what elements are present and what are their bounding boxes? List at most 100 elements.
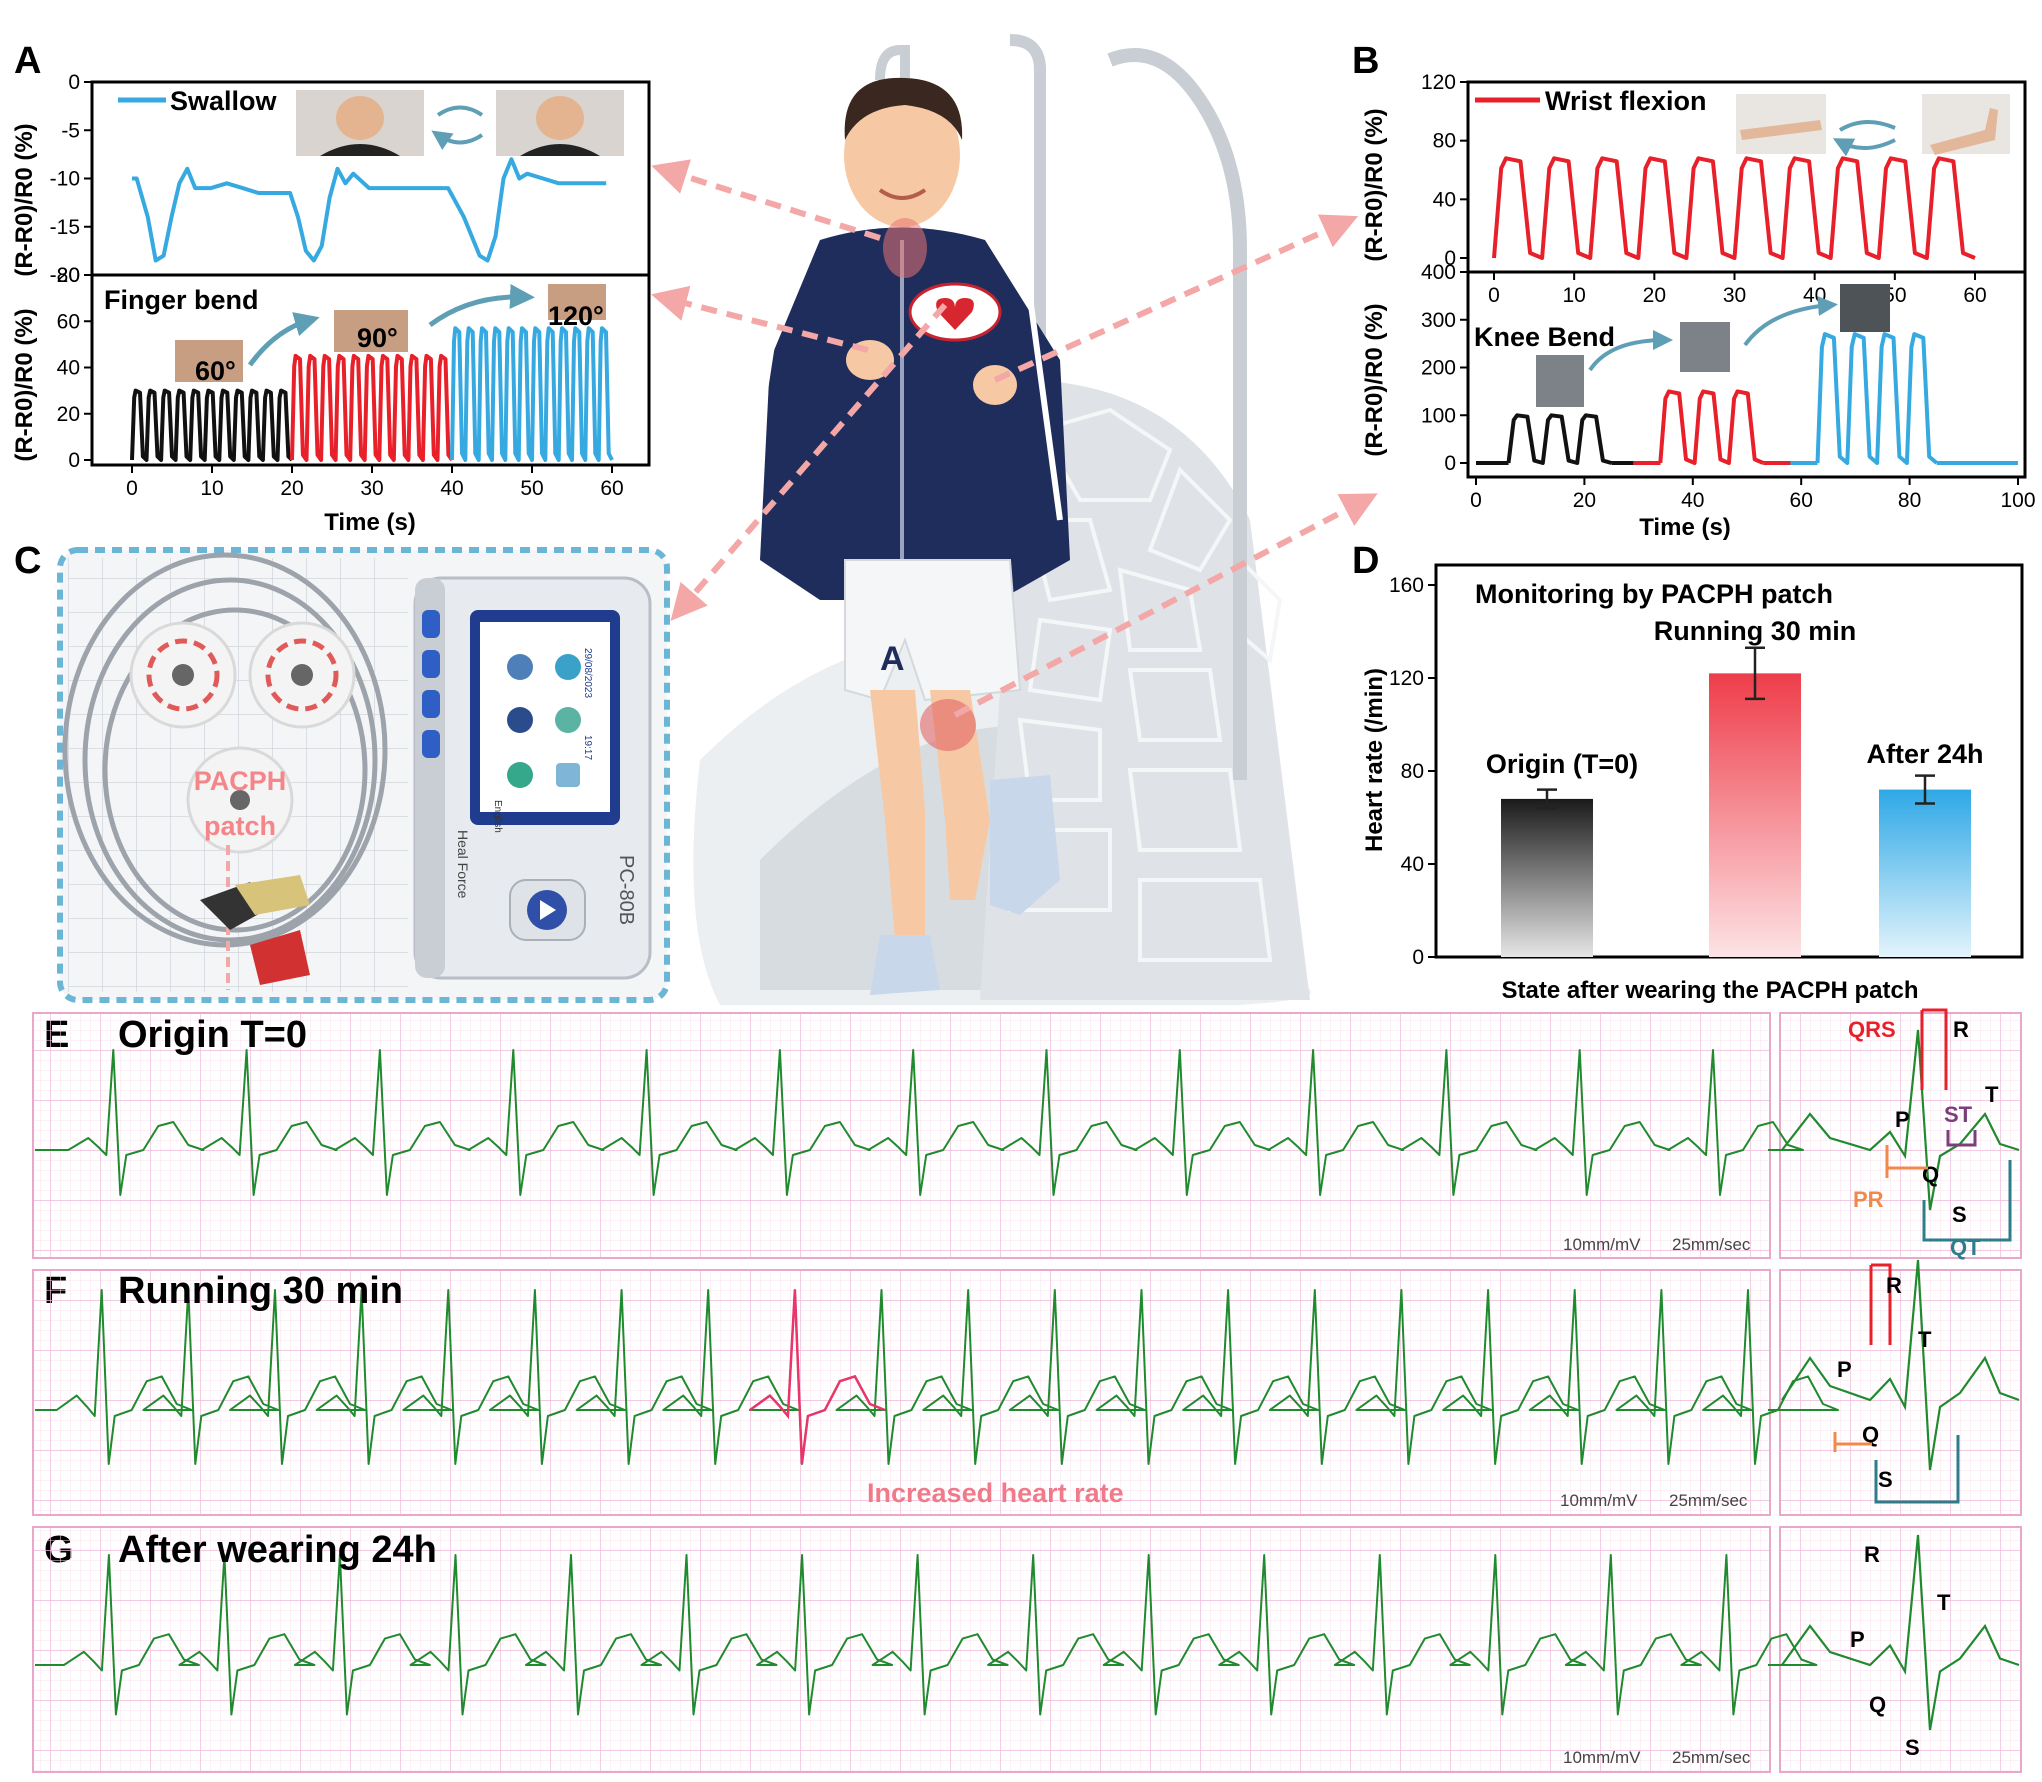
y-tick-label: 40 (1433, 188, 1456, 211)
x-tick-label: 40 (1681, 489, 1704, 512)
panel-e-strip-grid (32, 1012, 1771, 1259)
panel-b-top-xticks: 0 10 20 30 40 50 60 (1488, 272, 1987, 307)
device-screen-icon-memory (556, 763, 580, 787)
panel-b-bottom-ylabel: (R-R0)/R0 (%) (1361, 303, 1388, 456)
panel-b-xlabel: Time (s) (1639, 514, 1731, 541)
f-qrs-bracket (1869, 1263, 1892, 1345)
device-screen-icon-globe (507, 762, 533, 788)
panel-a-bottom-xticks: 0 10 20 30 40 50 60 (126, 465, 624, 500)
device-screen-menu: English (492, 800, 503, 833)
x-tick-label: 30 (360, 477, 383, 500)
x-tick-label: 60 (1963, 284, 1986, 307)
x-tick-label: 30 (1723, 284, 1746, 307)
panel-a-top-ylabel: (R-R0)/R0 (%) (11, 123, 38, 276)
panel-d-yticks: 0 40 80 120 160 (1389, 574, 1436, 969)
g-label-p: P (1850, 1627, 1865, 1652)
panel-d: 0 40 80 120 160 Heart rate (/min) State afte… (1361, 563, 2024, 1004)
knee-bend-series-step1 (1506, 413, 1613, 465)
finger-angle-60: 60° (195, 356, 236, 386)
finger-angle-120: 120° (548, 301, 604, 331)
finger-arrow-2 (428, 283, 535, 328)
panel-a-bottom-frame (90, 273, 651, 467)
g-label-s: S (1905, 1735, 1920, 1760)
y-tick-label: 160 (1389, 574, 1424, 597)
panel-f-zoom-trace (1781, 1259, 2020, 1471)
throat-sensor-spot (883, 218, 927, 278)
swallow-photo-2-shirt (520, 144, 600, 156)
x-tick-label: 10 (1562, 284, 1585, 307)
swallow-photo-1-face (336, 96, 384, 140)
e-label-q: Q (1922, 1162, 1939, 1187)
runner-shoe-1 (990, 775, 1060, 915)
lead-clip-yellow (235, 875, 310, 915)
device-screen-icon-ecg (555, 654, 581, 680)
f-label-q: Q (1862, 1422, 1879, 1447)
y-tick-label: 80 (1433, 130, 1456, 153)
f-pr-bracket (1833, 1432, 1872, 1452)
device-brand: Heal Force (455, 830, 471, 899)
runner-shorts (844, 559, 1022, 702)
panel-a: -20 -15 -10 -5 0 0 20 40 60 80 0 10 20 30 40 50 60 (R-… (11, 71, 651, 536)
panel-f-ecg-trace (35, 1289, 1839, 1465)
panel-f-title: Running 30 min (118, 1270, 403, 1312)
runner-jacket (760, 227, 1070, 600)
panel-g-zoom-grid (1779, 1526, 2022, 1773)
y-tick-label: 40 (57, 357, 80, 380)
finger-photo-120 (548, 284, 606, 320)
runner-right-leg (870, 690, 925, 940)
swallow-series-line (132, 157, 607, 263)
y-tick-label: 0 (68, 71, 80, 94)
panel-a-top-plot (132, 157, 607, 263)
e-pr-bracket (1885, 1145, 1928, 1178)
panel-g-scale-left: 10mm/mV (1563, 1748, 1641, 1767)
panel-f-scale-left: 10mm/mV (1560, 1491, 1638, 1510)
arrow-to-b-top (993, 214, 1359, 383)
panel-a-bottom-yticks: 0 20 40 60 80 (57, 264, 92, 472)
category-label-2: After 24h (1866, 739, 1983, 769)
device-model: PC-80B (615, 855, 637, 925)
x-tick-label: 50 (520, 477, 543, 500)
x-tick-label: 0 (1488, 284, 1500, 307)
patch-label-line1: PACPH (194, 766, 287, 796)
y-tick-label: 80 (57, 264, 80, 287)
e-label-qrs: QRS (1848, 1017, 1896, 1042)
street-lamp-1 (875, 45, 910, 300)
e-label-t: T (1985, 1082, 1999, 1107)
wrist-legend-label: Wrist flexion (1545, 86, 1707, 116)
panel-e-ecg-trace (35, 1049, 1804, 1196)
zoom-beat-24h (1781, 1534, 2020, 1731)
runner-head (844, 83, 960, 227)
finger-photo-90 (334, 310, 408, 352)
zoom-beat-origin (1781, 1029, 2020, 1211)
ecg-trace-running (35, 1289, 1839, 1465)
panel-b-bottom-plot (1476, 332, 2018, 465)
e-st-bracket (1946, 1130, 1977, 1147)
g-label-t: T (1937, 1590, 1951, 1615)
ecg-trace-origin (35, 1049, 1804, 1196)
device-screen-icon-help (507, 707, 533, 733)
wrist-flexion-series-line (1492, 156, 1976, 260)
finger-arrow-1 (247, 312, 320, 367)
device-screen-icon-settings (507, 654, 533, 680)
f-label-p: P (1837, 1357, 1852, 1382)
runner-right-hand (973, 365, 1017, 405)
category-label-0: Origin (T=0) (1486, 749, 1638, 779)
panel-b-bottom-xticks: 0 20 40 60 80 100 (1470, 477, 2036, 512)
y-tick-label: 120 (1389, 667, 1424, 690)
swallow-photo-2-face (536, 96, 584, 140)
y-tick-label: 400 (1421, 261, 1456, 284)
g-label-q: Q (1869, 1692, 1886, 1717)
f-label-r: R (1886, 1273, 1902, 1298)
x-tick-label: 60 (1790, 489, 1813, 512)
panel-f-wave-annotations: R T P Q S (1833, 1263, 1960, 1504)
x-tick-label: 80 (1898, 489, 1921, 512)
electrode-patch-3-snap (230, 790, 250, 810)
wrist-photo-1-arm (1740, 120, 1822, 140)
category-label-1: Running 30 min (1654, 616, 1857, 646)
panel-e-scale-left: 10mm/mV (1563, 1235, 1641, 1254)
e-qrs-bracket (1920, 1008, 1948, 1090)
lead-clip-red (250, 930, 310, 985)
street-lamp-2 (1009, 34, 1046, 360)
panel-d-bars (1501, 646, 1971, 957)
electrode-cables (62, 552, 388, 948)
